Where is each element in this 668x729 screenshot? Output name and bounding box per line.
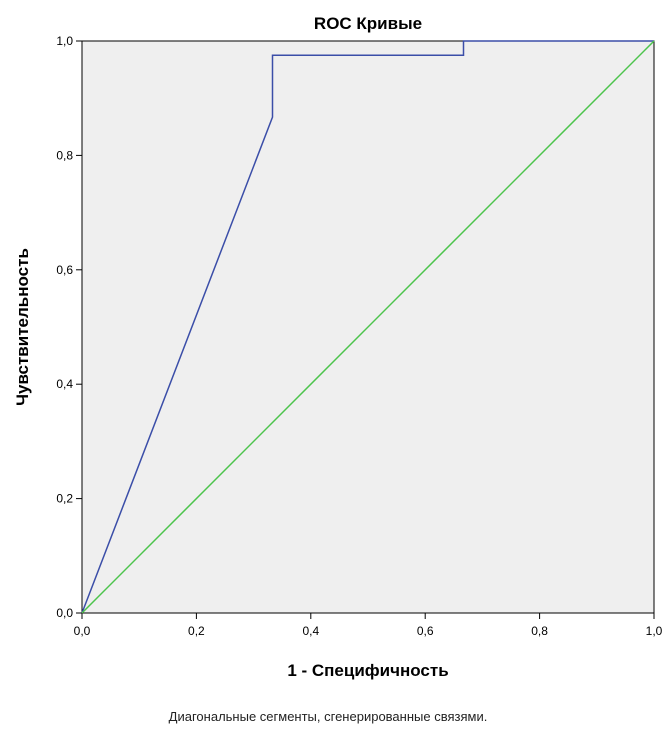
reference-diagonal-line bbox=[81, 40, 655, 614]
x-tick-label: 1,0 bbox=[646, 624, 663, 638]
y-tick-label: 0,0 bbox=[56, 606, 73, 620]
ticks-layer: 0,0 0,2 0,4 0,6 0,8 1,0 0,0 0,2 0,4 0,6 0,8 1,0 bbox=[56, 34, 662, 638]
x-tick-label: 0,6 bbox=[417, 624, 434, 638]
roc-curve-line bbox=[81, 40, 654, 614]
y-axis-label: Чувствительность bbox=[13, 248, 32, 406]
chart-footnote: Диагональные сегменты, сгенерированные с… bbox=[169, 709, 488, 724]
x-tick-label: 0,0 bbox=[74, 624, 91, 638]
y-tick-label: 0,8 bbox=[56, 148, 73, 162]
y-tick-label: 0,2 bbox=[56, 492, 73, 506]
y-tick-label: 1,0 bbox=[56, 34, 73, 48]
x-tick-label: 0,8 bbox=[531, 624, 548, 638]
x-tick-label: 0,2 bbox=[188, 624, 205, 638]
chart-title: ROC Кривые bbox=[314, 14, 422, 33]
x-axis-label: 1 - Специфичность bbox=[287, 661, 448, 680]
y-tick-label: 0,6 bbox=[56, 263, 73, 277]
y-tick-label: 0,4 bbox=[56, 377, 73, 391]
series-layer bbox=[81, 40, 655, 614]
x-tick-label: 0,4 bbox=[302, 624, 319, 638]
